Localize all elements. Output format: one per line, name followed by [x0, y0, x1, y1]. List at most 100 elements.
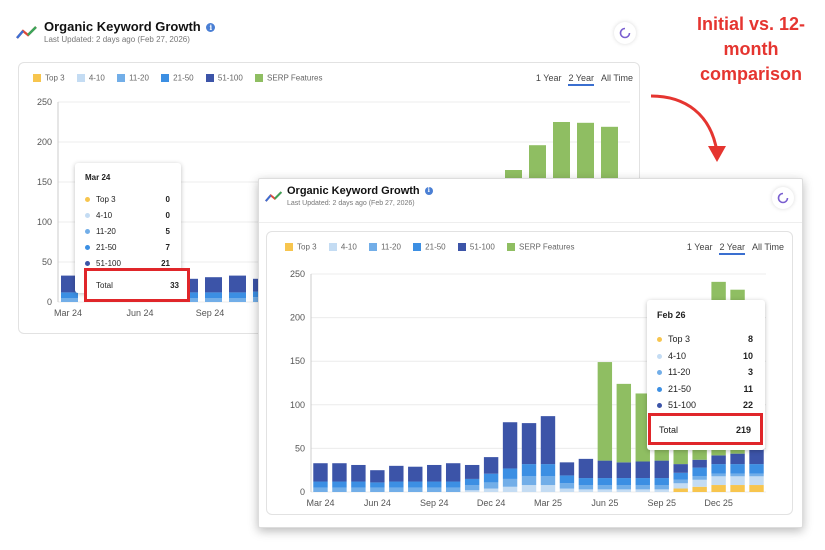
legend-11-20[interactable]: 11-20: [117, 73, 149, 82]
bar-serp-features[interactable]: [635, 393, 650, 462]
legend-top3[interactable]: Top 3: [33, 73, 65, 82]
bar-51-100[interactable]: [502, 422, 518, 469]
legend-11-20[interactable]: 11-20: [369, 242, 401, 251]
bar-11-20[interactable]: [578, 485, 594, 490]
bar-51-100[interactable]: [673, 464, 688, 473]
bar-21-50[interactable]: [578, 478, 594, 486]
bar-11-20[interactable]: [597, 485, 613, 490]
legend-51-100[interactable]: 51-100: [205, 73, 243, 82]
bar-11-20[interactable]: [673, 479, 688, 484]
bar-21-50[interactable]: [654, 478, 669, 486]
bar-11-20[interactable]: [229, 298, 246, 302]
bar-21-50[interactable]: [408, 481, 423, 488]
bar-11-20[interactable]: [654, 485, 669, 490]
bar-11-20[interactable]: [464, 485, 480, 491]
legend-21-50[interactable]: 21-50: [161, 73, 194, 82]
bar-top-3[interactable]: [673, 488, 688, 492]
legend-51-100[interactable]: 51-100: [457, 242, 495, 251]
bar-4-10[interactable]: [692, 479, 707, 487]
bar-11-20[interactable]: [427, 487, 442, 492]
bar-4-10[interactable]: [730, 476, 745, 486]
bar-4-10[interactable]: [654, 489, 669, 492]
bar-top-3[interactable]: [711, 485, 726, 492]
bar-4-10[interactable]: [578, 489, 594, 492]
bar-21-50[interactable]: [313, 481, 328, 488]
bar-4-10[interactable]: [483, 488, 499, 492]
bar-51-100[interactable]: [521, 423, 537, 465]
bar-11-20[interactable]: [502, 478, 518, 487]
bar-11-20[interactable]: [711, 473, 726, 477]
bar-top-3[interactable]: [692, 486, 707, 492]
bar-51-100[interactable]: [559, 462, 575, 476]
range-all-time[interactable]: All Time: [600, 73, 633, 83]
bar-21-50[interactable]: [749, 464, 764, 474]
bar-serp-features[interactable]: [597, 362, 613, 461]
bar-51-100[interactable]: [711, 455, 726, 465]
bar-21-50[interactable]: [389, 481, 404, 488]
bar-51-100[interactable]: [61, 275, 78, 293]
bar-51-100[interactable]: [229, 275, 246, 293]
bar-top-3[interactable]: [749, 485, 764, 492]
bar-51-100[interactable]: [370, 470, 385, 483]
bar-21-50[interactable]: [205, 292, 222, 298]
bar-4-10[interactable]: [559, 488, 575, 492]
legend-4-10[interactable]: 4-10: [328, 242, 357, 251]
bar-51-100[interactable]: [692, 459, 707, 468]
bar-21-50[interactable]: [521, 464, 537, 477]
bar-4-10[interactable]: [711, 476, 726, 486]
bar-21-50[interactable]: [711, 464, 726, 474]
bar-11-20[interactable]: [540, 476, 556, 486]
bar-21-50[interactable]: [673, 472, 688, 480]
range-1-year[interactable]: 1 Year: [535, 73, 562, 83]
bar-21-50[interactable]: [464, 478, 480, 486]
bar-51-100[interactable]: [730, 453, 745, 465]
bar-21-50[interactable]: [427, 481, 442, 488]
bar-top-3[interactable]: [730, 485, 745, 492]
bar-51-100[interactable]: [332, 463, 347, 482]
bar-11-20[interactable]: [408, 487, 423, 492]
bar-11-20[interactable]: [635, 485, 650, 490]
bar-4-10[interactable]: [749, 476, 764, 486]
bar-11-20[interactable]: [205, 298, 222, 302]
bar-21-50[interactable]: [351, 481, 366, 488]
bar-51-100[interactable]: [616, 462, 632, 479]
bar-21-50[interactable]: [61, 292, 78, 298]
bar-11-20[interactable]: [370, 487, 385, 492]
bar-4-10[interactable]: [616, 489, 632, 492]
bar-21-50[interactable]: [483, 473, 499, 483]
bar-51-100[interactable]: [483, 457, 499, 474]
bar-11-20[interactable]: [332, 487, 347, 492]
bar-51-100[interactable]: [540, 416, 556, 465]
bar-21-50[interactable]: [540, 464, 556, 477]
bar-11-20[interactable]: [351, 487, 366, 492]
legend-serp-features[interactable]: SERP Features: [255, 73, 322, 82]
bar-51-100[interactable]: [313, 463, 328, 482]
bar-11-20[interactable]: [559, 483, 575, 489]
bar-51-100[interactable]: [464, 464, 480, 479]
refresh-button[interactable]: [614, 22, 636, 44]
info-icon[interactable]: i: [206, 23, 216, 33]
range-all-time[interactable]: All Time: [751, 242, 784, 252]
bar-4-10[interactable]: [635, 489, 650, 492]
info-icon[interactable]: i: [424, 187, 433, 196]
bar-serp-features[interactable]: [616, 383, 632, 463]
bar-21-50[interactable]: [370, 482, 385, 488]
bar-21-50[interactable]: [445, 481, 461, 488]
legend-4-10[interactable]: 4-10: [76, 73, 105, 82]
bar-21-50[interactable]: [597, 478, 613, 486]
bar-51-100[interactable]: [654, 460, 669, 479]
range-2-year[interactable]: 2 Year: [568, 73, 594, 86]
bar-11-20[interactable]: [616, 485, 632, 490]
bar-11-20[interactable]: [749, 473, 764, 477]
bar-4-10[interactable]: [597, 489, 613, 492]
bar-21-50[interactable]: [559, 475, 575, 484]
bar-11-20[interactable]: [313, 487, 328, 492]
bar-51-100[interactable]: [597, 460, 613, 479]
bar-11-20[interactable]: [445, 487, 461, 492]
bar-4-10[interactable]: [502, 486, 518, 492]
bar-11-20[interactable]: [483, 482, 499, 489]
bar-51-100[interactable]: [389, 465, 404, 482]
bar-21-50[interactable]: [635, 478, 650, 486]
bar-11-20[interactable]: [521, 476, 537, 486]
bar-21-50[interactable]: [229, 292, 246, 298]
